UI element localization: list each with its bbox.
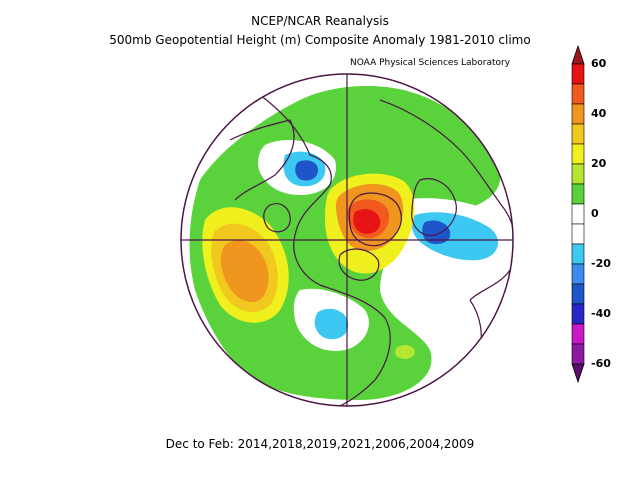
coastline-europe <box>411 178 457 237</box>
coastline-hudson-bay <box>338 248 380 281</box>
coastline-greenland <box>348 192 402 247</box>
globe-border <box>180 73 514 407</box>
colorbar-segment <box>571 203 585 225</box>
positive-anomaly-arctic-60 <box>353 209 381 234</box>
positive-anomaly-pacific-40 <box>220 240 269 303</box>
negative-anomaly-east-north-america <box>314 308 349 340</box>
colorbar-segment <box>571 343 585 365</box>
credit-label: NOAA Physical Sciences Laboratory <box>350 58 511 68</box>
colorbar-tick-label: 0 <box>591 207 599 220</box>
graticule <box>181 74 513 406</box>
colorbar-segment <box>571 183 585 205</box>
coastline-asia-east <box>229 119 295 201</box>
colorbar-segment <box>571 223 585 245</box>
colorbar-segment <box>571 243 585 265</box>
colorbar-segment <box>571 103 585 125</box>
composite-years-caption: Dec to Feb: 2014,2018,2019,2021,2006,200… <box>165 437 475 451</box>
colorbar-bottom-arrow <box>571 363 585 384</box>
colorbar-segment <box>571 123 585 145</box>
colorbar-segment <box>571 163 585 185</box>
colorbar-segment <box>571 63 585 85</box>
colorbar-segment <box>571 143 585 165</box>
colorbar-segment <box>571 323 585 345</box>
colorbar-top-arrow <box>571 44 585 65</box>
coastline-alaska <box>263 203 291 233</box>
colorbar-tick-label: 40 <box>591 107 607 120</box>
negative-anomaly-europe-core <box>422 220 451 244</box>
colorbar-segment <box>571 83 585 105</box>
colorbar-tick-label: 60 <box>591 57 607 70</box>
positive-anomaly-atlantic <box>395 345 415 359</box>
colorbar-tick-label: -40 <box>591 307 611 320</box>
colorbar-tick-label: -60 <box>591 357 611 370</box>
map-subtitle: 500mb Geopotential Height (m) Composite … <box>109 33 531 47</box>
negative-anomaly-siberia-core <box>295 160 318 181</box>
colorbar-segment <box>571 303 585 325</box>
coastline-north-america <box>259 94 391 406</box>
colorbar-segment <box>571 263 585 285</box>
colorbar <box>571 44 585 384</box>
colorbar-tick-label: -20 <box>591 257 611 270</box>
colorbar-segment <box>571 283 585 305</box>
coastline-eurasia <box>379 99 513 301</box>
map-title: NCEP/NCAR Reanalysis <box>251 14 389 28</box>
polar-anomaly-map <box>180 73 514 407</box>
colorbar-tick-label: 20 <box>591 157 607 170</box>
